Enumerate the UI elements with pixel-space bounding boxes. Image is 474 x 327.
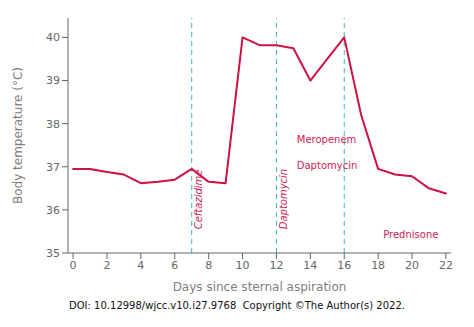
- svg-text:36: 36: [46, 204, 60, 217]
- svg-text:Daptomycin: Daptomycin: [297, 160, 358, 171]
- svg-text:35: 35: [46, 247, 60, 260]
- svg-text:0: 0: [70, 259, 77, 272]
- svg-text:2: 2: [103, 259, 110, 272]
- svg-text:Prednisone: Prednisone: [383, 229, 438, 240]
- svg-text:37: 37: [46, 161, 60, 174]
- svg-text:14: 14: [303, 259, 317, 272]
- html-text:DOI: 10.12998/wjcc.v10.i27.976: DOI: 10.12998/wjcc.v10.i27.9768 Copyrigh…: [69, 300, 405, 311]
- svg-text:39: 39: [46, 74, 60, 87]
- svg-text:Ceftazidime: Ceftazidime: [193, 170, 204, 230]
- svg-text:Meropenem: Meropenem: [297, 134, 357, 145]
- svg-text:18: 18: [371, 259, 385, 272]
- svg-text:20: 20: [405, 259, 419, 272]
- svg-text:38: 38: [46, 118, 60, 131]
- svg-text:40: 40: [46, 31, 60, 44]
- svg-text:16: 16: [337, 259, 351, 272]
- svg-text:8: 8: [205, 259, 212, 272]
- svg-text:12: 12: [269, 259, 283, 272]
- svg-text:Body temperature (°C): Body temperature (°C): [11, 67, 25, 204]
- svg-text:6: 6: [171, 259, 178, 272]
- svg-text:4: 4: [137, 259, 144, 272]
- svg-text:Days since sternal aspiration: Days since sternal aspiration: [173, 280, 347, 294]
- svg-text:10: 10: [236, 259, 250, 272]
- svg-text:Daptomycin: Daptomycin: [278, 169, 289, 230]
- svg-text:22: 22: [439, 259, 453, 272]
